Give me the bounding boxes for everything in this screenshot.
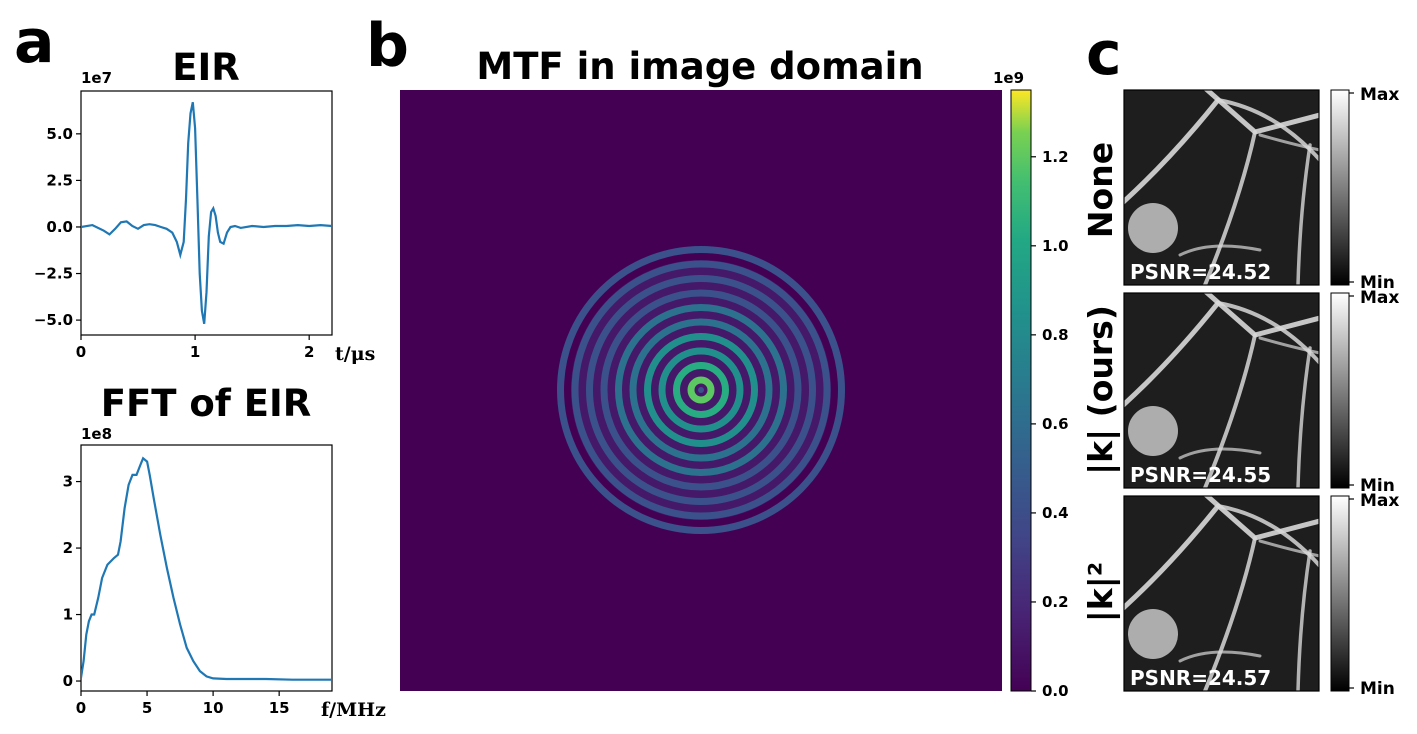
reconstruction-panels: PSNR=24.52MaxMinPSNR=24.55MaxMinPSNR=24.… [1123, 85, 1399, 699]
mtf-ring [615, 304, 787, 476]
x-tick-label: 5 [142, 699, 152, 717]
x-tick-label: 2 [304, 343, 314, 361]
mtf-ring [673, 362, 729, 418]
y-tick-label: 0.0 [46, 218, 73, 236]
eir-xlabel: t/μs [335, 343, 375, 365]
y-tick-label: 3 [63, 473, 73, 491]
mtf-rings [557, 246, 845, 534]
row-label-k-squared: |k|² [1081, 562, 1120, 623]
y-tick-label: 1 [63, 606, 73, 624]
mtf-ring [557, 246, 845, 534]
cbar-min-label: Min [1360, 679, 1395, 699]
mtf-ring [644, 333, 758, 447]
colorbar-tick-label: 0.2 [1042, 593, 1069, 611]
mtf-ring [600, 289, 802, 491]
mtf-ring [586, 275, 816, 505]
fft-title: FFT of EIR [101, 382, 312, 425]
mtf-title: MTF in image domain [476, 45, 923, 88]
image-frame [1123, 292, 1320, 489]
image-frame [1123, 89, 1320, 286]
y-tick-label: 5.0 [46, 125, 73, 143]
x-tick-label: 1 [190, 343, 200, 361]
mtf-colorbar [1010, 89, 1032, 692]
eir-y-multiplier: 1e7 [81, 69, 112, 87]
row-label-none: None [1081, 142, 1120, 238]
colorbar-tick-label: 0.4 [1042, 504, 1069, 522]
cbar-max-label: Max [1360, 288, 1399, 308]
gray-colorbar [1330, 89, 1350, 286]
mtf-ring [629, 318, 773, 462]
psnr-label: PSNR=24.55 [1130, 463, 1271, 487]
panel-label-b: b [366, 11, 409, 81]
reconstruction-panel: PSNR=24.57 Max Min [1123, 491, 1399, 699]
row-label-k-ours: |k| (ours) [1081, 305, 1120, 475]
y-tick-label: 2.5 [46, 171, 73, 189]
colorbar-tick-label: 1.2 [1042, 148, 1069, 166]
image-frame [1123, 495, 1320, 692]
x-tick-label: 15 [269, 699, 290, 717]
cbar-max-label: Max [1360, 85, 1399, 105]
y-tick-label: −5.0 [34, 311, 73, 329]
vessel-image [1124, 293, 1319, 488]
fft-xlabel: f/MHz [321, 699, 386, 721]
cbar-max-label: Max [1360, 491, 1399, 511]
cbar-min-label: Min [1360, 476, 1395, 496]
colorbar-tick-label: 0.6 [1042, 415, 1069, 433]
colorbar-tick-label: 0.8 [1042, 326, 1069, 344]
fft-axes-frame [80, 444, 333, 692]
fft-y-ticks: 3 2 1 0 [63, 473, 81, 690]
fft-y-multiplier: 1e8 [81, 425, 112, 443]
fft-series-line [81, 456, 332, 681]
eir-series-line [81, 101, 332, 324]
x-tick-label: 0 [76, 699, 86, 717]
vessel-image [1124, 496, 1319, 691]
reconstruction-panel: PSNR=24.52 Max Min [1123, 85, 1399, 293]
fft-x-ticks: 0 5 10 15 [76, 691, 290, 717]
x-tick-label: 10 [203, 699, 224, 717]
y-tick-label: 2 [63, 539, 73, 557]
mtf-heatmap-chart: MTF in image domain 0.0 0.2 0.4 0.6 0.8 1.0 1.… [400, 45, 1069, 700]
panel-label-a: a [14, 7, 55, 77]
colorbar-tick-label: 0.0 [1042, 682, 1069, 700]
eir-chart: EIR 1e7 5.0 2.5 0.0 −2.5 −5.0 0 1 2 t/μs [34, 46, 375, 365]
mtf-colorbar-multiplier: 1e9 [993, 69, 1024, 87]
eir-x-ticks: 0 1 2 [76, 335, 314, 361]
psnr-label: PSNR=24.52 [1130, 260, 1271, 284]
mtf-ring [687, 376, 715, 404]
mtf-colorbar-ticks: 0.0 0.2 0.4 0.6 0.8 1.0 1.2 [1031, 148, 1069, 700]
y-tick-label: −2.5 [34, 265, 73, 283]
y-tick-label: 0 [63, 672, 73, 690]
gray-colorbar [1330, 495, 1350, 692]
mtf-center [698, 387, 704, 393]
gray-colorbar [1330, 292, 1350, 489]
cbar-min-label: Min [1360, 273, 1395, 293]
vessel-image [1124, 90, 1319, 285]
x-tick-label: 0 [76, 343, 86, 361]
eir-title: EIR [172, 46, 240, 89]
colorbar-tick-label: 1.0 [1042, 237, 1069, 255]
mtf-ring [571, 260, 831, 520]
reconstruction-panel: PSNR=24.55 Max Min [1123, 288, 1399, 496]
eir-y-ticks: 5.0 2.5 0.0 −2.5 −5.0 [34, 125, 81, 329]
psnr-label: PSNR=24.57 [1130, 666, 1271, 690]
mtf-ring [658, 347, 744, 433]
eir-axes-frame [80, 90, 333, 336]
panel-label-c: c [1086, 19, 1122, 89]
